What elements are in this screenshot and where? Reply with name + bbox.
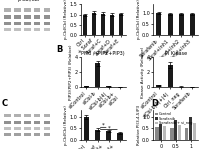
Text: D: D <box>151 98 158 108</box>
Bar <box>156 13 161 35</box>
Bar <box>24 8 31 12</box>
Bar <box>14 121 21 124</box>
Bar <box>190 14 195 35</box>
Bar <box>44 8 50 12</box>
Bar <box>4 127 11 130</box>
X-axis label: Soraf. h: Soraf. h <box>168 67 184 71</box>
Bar <box>34 15 40 19</box>
Bar <box>14 114 21 117</box>
Bar <box>106 131 111 140</box>
Y-axis label: p-Cbl/Cbl (Relative): p-Cbl/Cbl (Relative) <box>64 105 68 145</box>
Bar <box>24 28 31 31</box>
Bar <box>44 28 50 31</box>
Bar <box>4 133 11 136</box>
Bar <box>163 126 166 140</box>
Bar <box>44 121 50 124</box>
Bar <box>24 114 31 117</box>
Text: C: C <box>2 98 8 108</box>
Bar <box>189 117 192 140</box>
Bar <box>4 28 11 31</box>
Bar <box>156 85 161 87</box>
Bar <box>84 117 89 140</box>
Bar <box>34 121 40 124</box>
Title: PIP3 / (PIP2+PIP3): PIP3 / (PIP2+PIP3) <box>81 51 125 56</box>
Y-axis label: Kinase Activity (Relative): Kinase Activity (Relative) <box>141 47 145 98</box>
Bar <box>4 121 11 124</box>
Bar <box>34 114 40 117</box>
Bar <box>159 124 162 140</box>
Bar <box>34 8 40 12</box>
Bar <box>155 127 159 140</box>
Bar <box>174 120 177 140</box>
Bar <box>14 28 21 31</box>
Bar <box>44 22 50 25</box>
Bar <box>44 127 50 130</box>
Bar <box>119 14 123 35</box>
Legend: Control, Sorafenib, Sorafenib + si_neg: Control, Sorafenib, Sorafenib + si_neg <box>155 112 193 125</box>
Bar <box>34 127 40 130</box>
Bar <box>193 123 196 140</box>
Bar <box>185 128 188 140</box>
Bar <box>170 128 174 140</box>
Bar <box>44 133 50 136</box>
Bar <box>34 133 40 136</box>
Bar <box>14 133 21 136</box>
Title: PI Kinase: PI Kinase <box>165 51 187 56</box>
Bar <box>106 86 111 87</box>
Bar <box>83 14 87 35</box>
Bar <box>14 22 21 25</box>
Bar <box>95 63 100 87</box>
Y-axis label: p-Cbl/Cbl (Relative): p-Cbl/Cbl (Relative) <box>64 0 68 39</box>
Bar <box>14 8 21 12</box>
Bar <box>92 13 96 35</box>
Bar <box>179 14 184 35</box>
Bar <box>24 15 31 19</box>
X-axis label: Soraf. d: Soraf. d <box>95 62 111 66</box>
Bar <box>4 15 11 19</box>
Bar <box>4 22 11 25</box>
Y-axis label: Relative PI(3,4,5)P3: Relative PI(3,4,5)P3 <box>137 105 141 145</box>
Bar <box>178 125 181 140</box>
Bar <box>84 86 89 87</box>
Bar <box>34 22 40 25</box>
Bar <box>101 14 105 35</box>
Bar <box>34 28 40 31</box>
Bar <box>14 15 21 19</box>
Bar <box>4 8 11 12</box>
Bar <box>95 130 100 140</box>
Text: B: B <box>56 45 63 54</box>
Y-axis label: PIP3/(PIP2+PIP3) (Relative): PIP3/(PIP2+PIP3) (Relative) <box>69 45 73 100</box>
Bar <box>24 121 31 124</box>
Bar <box>110 14 114 35</box>
Text: *: * <box>107 125 110 130</box>
Bar <box>24 127 31 130</box>
Bar <box>117 133 123 140</box>
Bar <box>168 65 173 87</box>
Bar <box>4 114 11 117</box>
Bar <box>14 127 21 130</box>
Bar <box>44 15 50 19</box>
Bar <box>24 133 31 136</box>
Bar <box>24 22 31 25</box>
Text: *: * <box>102 123 105 128</box>
Bar <box>168 14 173 35</box>
Text: A: A <box>2 0 8 2</box>
Y-axis label: p-Cbl/Cbl (Relative): p-Cbl/Cbl (Relative) <box>137 0 141 39</box>
Text: p-Cbl/Cbl: p-Cbl/Cbl <box>17 0 40 2</box>
Bar <box>44 114 50 117</box>
